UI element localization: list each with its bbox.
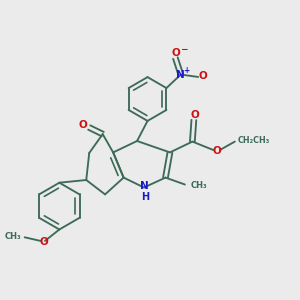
Text: +: + <box>184 65 190 74</box>
Text: N: N <box>140 181 149 191</box>
Text: N: N <box>176 70 185 80</box>
Text: O: O <box>171 48 180 58</box>
Text: O: O <box>40 237 49 247</box>
Text: CH₂CH₃: CH₂CH₃ <box>238 136 270 145</box>
Text: O: O <box>198 71 207 81</box>
Text: −: − <box>180 44 188 53</box>
Text: CH₃: CH₃ <box>191 181 208 190</box>
Text: O: O <box>191 110 200 121</box>
Text: O: O <box>213 146 222 156</box>
Text: CH₃: CH₃ <box>4 232 21 241</box>
Text: O: O <box>78 119 87 130</box>
Text: H: H <box>141 191 149 202</box>
